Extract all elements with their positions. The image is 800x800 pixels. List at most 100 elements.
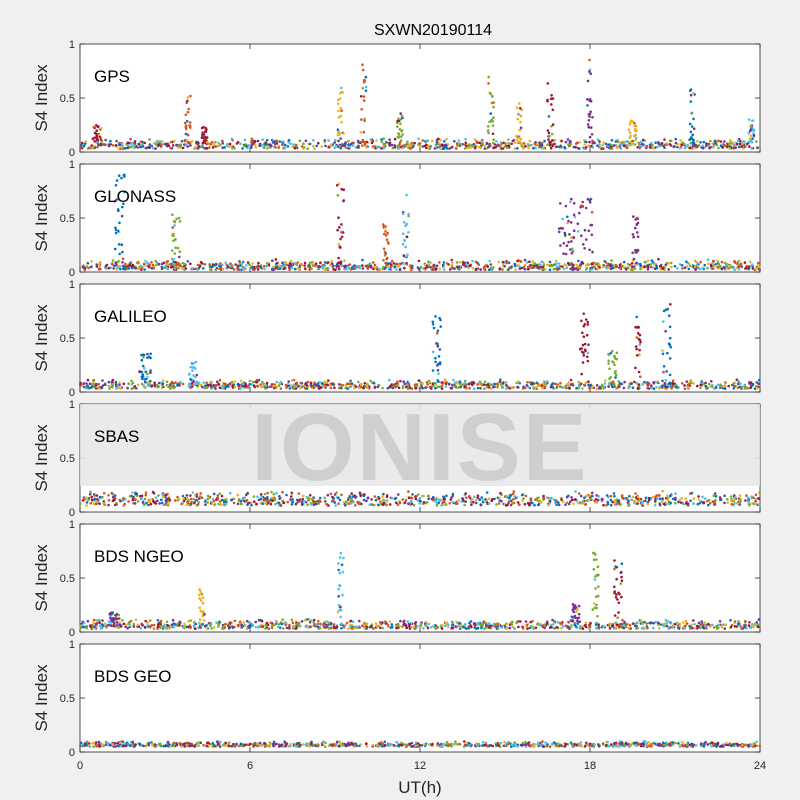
scatter-point bbox=[574, 145, 577, 149]
scatter-point bbox=[135, 261, 139, 265]
scatter-point bbox=[692, 497, 696, 500]
scatter-point bbox=[216, 497, 220, 501]
scatter-point bbox=[405, 143, 409, 146]
scatter-point bbox=[250, 146, 253, 149]
scatter-point-burst bbox=[138, 370, 141, 373]
scatter-point-burst bbox=[562, 252, 565, 255]
scatter-point bbox=[646, 382, 650, 385]
scatter-point bbox=[529, 382, 533, 386]
scatter-point bbox=[117, 141, 121, 145]
scatter-point bbox=[145, 501, 148, 505]
scatter-point-burst bbox=[359, 95, 363, 98]
scatter-point bbox=[583, 138, 586, 142]
scatter-point bbox=[331, 143, 335, 146]
scatter-point-burst bbox=[748, 137, 752, 140]
scatter-point-burst bbox=[362, 130, 366, 134]
scatter-point bbox=[296, 267, 300, 270]
scatter-point bbox=[481, 143, 485, 146]
scatter-point bbox=[165, 260, 168, 264]
scatter-point bbox=[758, 266, 761, 269]
scatter-point-burst bbox=[662, 370, 665, 374]
scatter-point bbox=[213, 141, 216, 145]
scatter-point bbox=[264, 502, 267, 505]
scatter-point-burst bbox=[337, 216, 340, 219]
scatter-point-burst bbox=[487, 82, 490, 85]
scatter-point bbox=[507, 144, 511, 148]
scatter-point bbox=[667, 502, 671, 506]
scatter-point-burst bbox=[580, 350, 584, 354]
scatter-point bbox=[354, 267, 358, 270]
scatter-point-burst bbox=[583, 342, 587, 346]
scatter-point bbox=[172, 385, 175, 388]
scatter-point bbox=[107, 499, 111, 502]
scatter-point-burst bbox=[589, 110, 592, 114]
scatter-point bbox=[329, 386, 333, 390]
y-axis-label: S4 Index bbox=[32, 184, 51, 252]
scatter-point-burst bbox=[588, 115, 591, 118]
scatter-point bbox=[641, 504, 644, 507]
scatter-point bbox=[456, 386, 460, 389]
scatter-point-burst bbox=[337, 256, 340, 260]
scatter-point bbox=[500, 143, 503, 146]
scatter-point bbox=[415, 383, 419, 386]
scatter-point bbox=[434, 387, 437, 390]
scatter-point bbox=[381, 621, 384, 624]
scatter-point bbox=[157, 143, 160, 146]
scatter-point bbox=[492, 385, 495, 389]
scatter-point bbox=[127, 382, 130, 386]
scatter-point bbox=[101, 379, 104, 382]
scatter-point bbox=[610, 139, 614, 142]
scatter-point bbox=[731, 141, 735, 144]
scatter-point bbox=[275, 139, 278, 142]
scatter-point bbox=[302, 385, 306, 388]
scatter-point bbox=[464, 137, 467, 141]
scatter-point-burst bbox=[117, 230, 120, 233]
scatter-point bbox=[539, 263, 542, 267]
scatter-point bbox=[317, 141, 320, 145]
scatter-point-burst bbox=[114, 231, 118, 235]
scatter-point bbox=[572, 145, 576, 149]
scatter-point-burst bbox=[583, 247, 586, 250]
scatter-point-burst bbox=[115, 179, 119, 182]
scatter-point bbox=[602, 387, 605, 390]
scatter-point-burst bbox=[632, 257, 636, 261]
scatter-point bbox=[434, 268, 438, 271]
scatter-point bbox=[213, 263, 216, 267]
scatter-point bbox=[456, 266, 460, 269]
scatter-point-burst bbox=[178, 250, 182, 253]
scatter-point-burst bbox=[689, 141, 693, 145]
scatter-point bbox=[360, 383, 363, 387]
scatter-point bbox=[532, 146, 535, 150]
scatter-point bbox=[688, 146, 691, 150]
scatter-point-burst bbox=[562, 242, 566, 245]
scatter-point bbox=[475, 140, 479, 143]
scatter-point bbox=[601, 147, 605, 150]
scatter-point-burst bbox=[438, 362, 442, 366]
scatter-point bbox=[729, 495, 733, 498]
scatter-point bbox=[754, 502, 758, 506]
scatter-point bbox=[410, 387, 414, 391]
scatter-point bbox=[261, 502, 265, 506]
scatter-point bbox=[351, 144, 355, 147]
scatter-point-burst bbox=[431, 323, 435, 326]
scatter-point bbox=[719, 140, 723, 143]
scatter-point bbox=[349, 379, 352, 383]
scatter-point bbox=[541, 387, 544, 390]
scatter-point bbox=[263, 267, 266, 271]
scatter-point-burst bbox=[439, 318, 442, 322]
scatter-point-burst bbox=[635, 315, 638, 319]
scatter-point bbox=[567, 620, 570, 624]
y-tick-label: 0.5 bbox=[60, 213, 75, 225]
y-tick-label: 0 bbox=[69, 267, 75, 279]
scatter-point bbox=[638, 498, 641, 501]
scatter-point bbox=[182, 265, 186, 268]
scatter-point bbox=[190, 140, 194, 143]
scatter-point bbox=[672, 145, 676, 149]
scatter-point bbox=[463, 379, 467, 383]
scatter-point-burst bbox=[192, 380, 196, 383]
scatter-point bbox=[86, 261, 90, 265]
scatter-point bbox=[657, 257, 660, 261]
scatter-point bbox=[475, 501, 478, 505]
scatter-point-burst bbox=[607, 359, 610, 363]
scatter-point-burst bbox=[586, 197, 590, 201]
